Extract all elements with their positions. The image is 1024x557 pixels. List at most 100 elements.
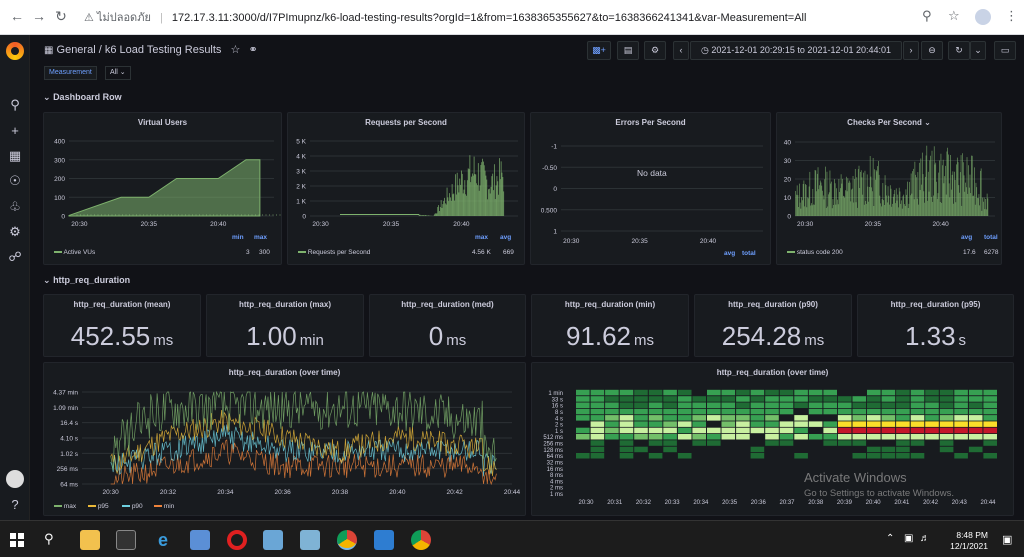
panel-duration-graph[interactable]: http_req_duration (over time) 64 ms 256 m… <box>43 362 526 516</box>
terminal-icon[interactable] <box>116 530 136 550</box>
heatmap-cell <box>634 427 648 434</box>
time-shift-back-button[interactable]: ‹ <box>673 41 689 60</box>
chevron-down-icon: ⌄ <box>119 69 126 76</box>
row-header-dashboard[interactable]: ⌄ Dashboard Row <box>43 92 122 103</box>
save-dashboard-button[interactable]: ▤ <box>617 41 639 60</box>
stat-panel-min[interactable]: http_req_duration (min) 91.62 ms <box>531 294 689 357</box>
star-icon[interactable]: ☆ <box>230 44 241 56</box>
add-panel-button[interactable]: ▩+ <box>587 41 611 60</box>
time-shift-forward-button[interactable]: › <box>903 41 919 60</box>
heatmap-cell <box>896 402 910 408</box>
heatmap-cell <box>794 415 808 421</box>
stat-number: 1.00 <box>246 321 297 351</box>
dashboards-grid-icon[interactable]: ▦ <box>8 148 22 163</box>
stat-panel-p90[interactable]: http_req_duration (p90) 254.28 ms <box>694 294 852 357</box>
security-warning-icon[interactable]: ⚠ <box>84 12 94 24</box>
remote-desktop-icon[interactable] <box>190 530 210 550</box>
dashboard-title[interactable]: k6 Load Testing Results <box>104 44 222 56</box>
taskbar-clock[interactable]: 8:48 PM 12/1/2021 <box>950 530 988 552</box>
dashboard-settings-button[interactable]: ⚙ <box>644 41 666 60</box>
x-tick-label: 20:31 <box>607 500 623 506</box>
file-explorer-icon[interactable] <box>80 530 100 550</box>
heatmap-cell <box>677 427 692 434</box>
back-icon[interactable]: ← <box>10 8 24 24</box>
refresh-interval-dropdown[interactable]: ⌄ <box>970 41 986 60</box>
heatmap-cell <box>779 434 794 440</box>
tray-chevron-up-icon[interactable]: ⌃ <box>886 533 895 544</box>
heatmap-cell <box>954 402 968 408</box>
y-tick-label: 1 K <box>296 199 306 206</box>
heatmap-cell <box>721 396 736 402</box>
security-label[interactable]: ไม่ปลอดภัย <box>96 12 151 24</box>
refresh-button[interactable]: ↻ <box>948 41 970 60</box>
legend-item-p90[interactable]: p90 <box>122 503 143 510</box>
server-admin-shield-icon[interactable]: ☍ <box>8 249 22 264</box>
heatmap-cell <box>721 408 736 415</box>
legend-header-total: total <box>984 234 998 241</box>
stat-panel-med[interactable]: http_req_duration (med) 0 ms <box>369 294 526 357</box>
legend-item[interactable]: Active VUs <box>54 249 95 256</box>
heatmap-cell <box>576 415 590 421</box>
panel-duration-heatmap[interactable]: http_req_duration (over time) 1 ms 2 ms 4 … <box>531 362 1014 516</box>
notes-icon[interactable] <box>300 530 320 550</box>
network-app-icon[interactable] <box>374 530 394 550</box>
x-tick-label: 20:41 <box>894 500 910 506</box>
stat-panel-mean[interactable]: http_req_duration (mean) 452.55 ms <box>43 294 201 357</box>
alerting-bell-icon[interactable]: ♧ <box>9 199 21 214</box>
search-icon[interactable]: ⚲ <box>10 97 20 112</box>
legend-item[interactable]: Requests per Second <box>298 249 370 256</box>
zoom-icon[interactable]: ⚲ <box>922 8 932 23</box>
stat-panel-p95[interactable]: http_req_duration (p95) 1.33 s <box>857 294 1014 357</box>
share-icon[interactable]: ⚭ <box>248 44 258 56</box>
y-tick-label: 300 <box>54 157 65 164</box>
user-avatar[interactable] <box>6 470 24 488</box>
reload-icon[interactable]: ↻ <box>55 8 67 24</box>
url-text[interactable]: 172.17.3.11:3000/d/I7PImupnz/k6-load-tes… <box>171 12 807 24</box>
notification-icon[interactable]: ▣ <box>1002 534 1013 546</box>
chevron-down-icon[interactable]: ⌄ <box>924 118 931 127</box>
legend-item-p95[interactable]: p95 <box>88 503 109 510</box>
stat-panel-max[interactable]: http_req_duration (max) 1.00 min <box>206 294 364 357</box>
chrome-icon[interactable] <box>411 530 431 550</box>
y-tick-label: 0 <box>553 186 557 193</box>
explore-compass-icon[interactable]: ☉ <box>9 173 21 188</box>
legend-item-min[interactable]: min <box>154 503 174 510</box>
row-header-http-req-duration[interactable]: ⌄ http_req_duration <box>43 275 130 286</box>
opera-icon[interactable] <box>227 530 247 550</box>
browser-menu-icon[interactable]: ⋮ <box>1005 8 1018 23</box>
forward-icon[interactable]: → <box>32 8 46 24</box>
volume-icon[interactable]: ♬ <box>920 533 930 544</box>
panel-checks-per-second[interactable]: Checks Per Second ⌄ 0 10 20 30 40 20:30 20:35 2… <box>776 112 1002 265</box>
chrome-icon[interactable] <box>337 530 357 550</box>
panel-requests-per-second[interactable]: Requests per Second 0 1 K 2 K 3 K 4 K 5 K 20:3… <box>287 112 525 265</box>
heatmap-cell <box>736 421 750 427</box>
panel-errors-per-second[interactable]: Errors Per Second 1 0.500 0 -0.50 -1 20:30 20:… <box>530 112 771 265</box>
address-bar[interactable]: ⚠ ไม่ปลอดภัย | 172.17.3.11:3000/d/I7PImu… <box>84 8 904 28</box>
help-icon[interactable]: ? <box>11 497 19 512</box>
search-icon[interactable]: ⚲ <box>44 531 54 546</box>
network-icon[interactable]: ▣ <box>904 533 914 544</box>
variable-select-measurement[interactable]: All ⌄ <box>105 66 131 80</box>
heatmap-cell <box>736 396 750 402</box>
heatmap-cell <box>648 389 663 396</box>
bookmark-star-icon[interactable]: ☆ <box>948 8 960 23</box>
windows-start-icon[interactable] <box>10 533 24 547</box>
legend-item-max[interactable]: max <box>54 503 76 510</box>
time-range-picker[interactable]: ◷ 2021-12-01 20:29:15 to 2021-12-01 20:4… <box>690 41 902 60</box>
y-tick-label: 200 <box>54 176 65 183</box>
grafana-logo[interactable] <box>6 42 24 60</box>
breadcrumb-folder[interactable]: General <box>56 44 96 56</box>
y-tick-label: 0 <box>61 214 65 221</box>
edge-icon[interactable]: e <box>157 530 168 550</box>
tv-mode-button[interactable]: ▭ <box>994 41 1016 60</box>
app-icon[interactable] <box>263 530 283 550</box>
y-tick-label: 4 ms <box>550 479 563 485</box>
profile-avatar[interactable] <box>975 9 991 25</box>
series-line-min <box>110 439 497 486</box>
panel-virtual-users[interactable]: Virtual Users 0 100 200 300 400 20:30 20:35 20:… <box>43 112 282 265</box>
zoom-out-button[interactable]: ⊖ <box>921 41 943 60</box>
legend-item[interactable]: status code 200 <box>787 249 843 256</box>
create-plus-icon[interactable]: + <box>11 123 19 138</box>
configuration-gear-icon[interactable]: ⚙ <box>9 224 21 239</box>
panel-title: http_req_duration (p90) <box>728 300 818 309</box>
